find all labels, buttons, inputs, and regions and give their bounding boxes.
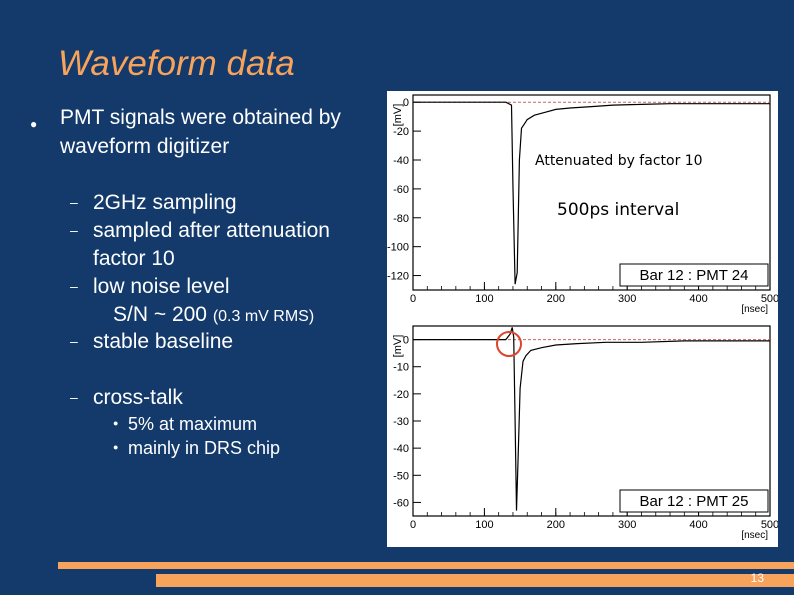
waveform-plots: 0 -20 -40 -60 -80 -100 -120 0 100 200 300 400 500 [ns…: [387, 91, 778, 547]
bullet-dot: ●: [113, 418, 119, 428]
waveform-line: [413, 327, 770, 511]
plot-title: Bar 12 : PMT 24: [640, 267, 749, 284]
plot-frame: [412, 325, 771, 517]
footer-rule-lower: [156, 574, 794, 587]
sub-item-noise: low noise level: [93, 275, 230, 298]
x-axis-label: [nsec]: [741, 304, 768, 315]
x-tick-label: 500: [761, 519, 778, 531]
y-tick-label: -60: [393, 497, 409, 509]
x-tick-label: 0: [410, 519, 416, 531]
annotation-attenuation: Attenuated by factor 10: [535, 153, 703, 169]
dash-marker: –: [70, 222, 78, 238]
y-tick-label: -20: [393, 126, 409, 138]
annotation-interval: 500ps interval: [557, 200, 679, 220]
y-axis-label: [mV]: [392, 104, 404, 127]
x-tick-label: 100: [475, 293, 493, 305]
y-tick-label: -40: [393, 443, 409, 455]
waveform-line: [413, 101, 770, 285]
sub-item-crosstalk: cross-talk: [93, 386, 183, 409]
dash-marker: –: [70, 333, 78, 349]
y-axis-label: [mV]: [392, 335, 404, 358]
y-tick-label: -30: [393, 416, 409, 428]
noise-rms: (0.3 mV RMS): [212, 308, 315, 325]
crosstalk-item-drs: mainly in DRS chip: [128, 438, 281, 458]
crosstalk-highlight-circle: [496, 331, 522, 357]
x-tick-label: 100: [475, 519, 493, 531]
x-tick-label: 0: [410, 293, 416, 305]
x-axis-label: [nsec]: [741, 530, 768, 541]
y-tick-label: 0: [403, 97, 409, 109]
plot-frame: [412, 94, 771, 291]
dash-marker: –: [70, 194, 78, 210]
x-tick-label: 200: [547, 519, 565, 531]
x-tick-label: 400: [689, 519, 707, 531]
crosstalk-item-maximum: 5% at maximum: [128, 414, 258, 434]
main-bullet-line1: PMT signals were obtained by: [60, 106, 341, 129]
y-tick-label: 0: [403, 335, 409, 347]
noise-ratio: S/N ~ 200: [113, 303, 213, 326]
plot-title: Bar 12 : PMT 25: [640, 493, 749, 510]
x-tick-label: 500: [761, 293, 778, 305]
y-tick-label: -10: [393, 362, 409, 374]
plot-title-box: [619, 263, 769, 287]
sub-item-sampling: 2GHz sampling: [93, 191, 237, 214]
x-tick-label: 300: [618, 293, 636, 305]
dash-marker: –: [70, 278, 78, 294]
y-tick-label: -100: [387, 242, 409, 254]
y-tick-label: -80: [393, 213, 409, 225]
y-tick-label: -50: [393, 470, 409, 482]
x-tick-label: 300: [618, 519, 636, 531]
x-tick-label: 400: [689, 293, 707, 305]
bullet-dot: ●: [30, 117, 38, 131]
x-tick-label: 200: [547, 293, 565, 305]
y-tick-label: -40: [393, 155, 409, 167]
sub-item-baseline: stable baseline: [93, 330, 234, 353]
y-tick-label: -120: [387, 271, 409, 283]
main-bullet-line2: waveform digitizer: [60, 135, 230, 158]
y-tick-label: -20: [393, 389, 409, 401]
slide-title: Waveform data: [58, 44, 295, 83]
page-number: 13: [750, 571, 764, 585]
sub-item-noise-cont: S/N ~ 200 (0.3 mV RMS): [113, 301, 314, 331]
sub-item-attenuation-cont: factor 10: [93, 247, 175, 270]
y-tick-label: -60: [393, 184, 409, 196]
sub-item-attenuation: sampled after attenuation: [93, 219, 330, 242]
footer-rule-upper: [58, 562, 794, 569]
bullet-dot: ●: [113, 442, 119, 452]
dash-marker: –: [70, 389, 78, 405]
plot-title-box: [619, 489, 769, 513]
